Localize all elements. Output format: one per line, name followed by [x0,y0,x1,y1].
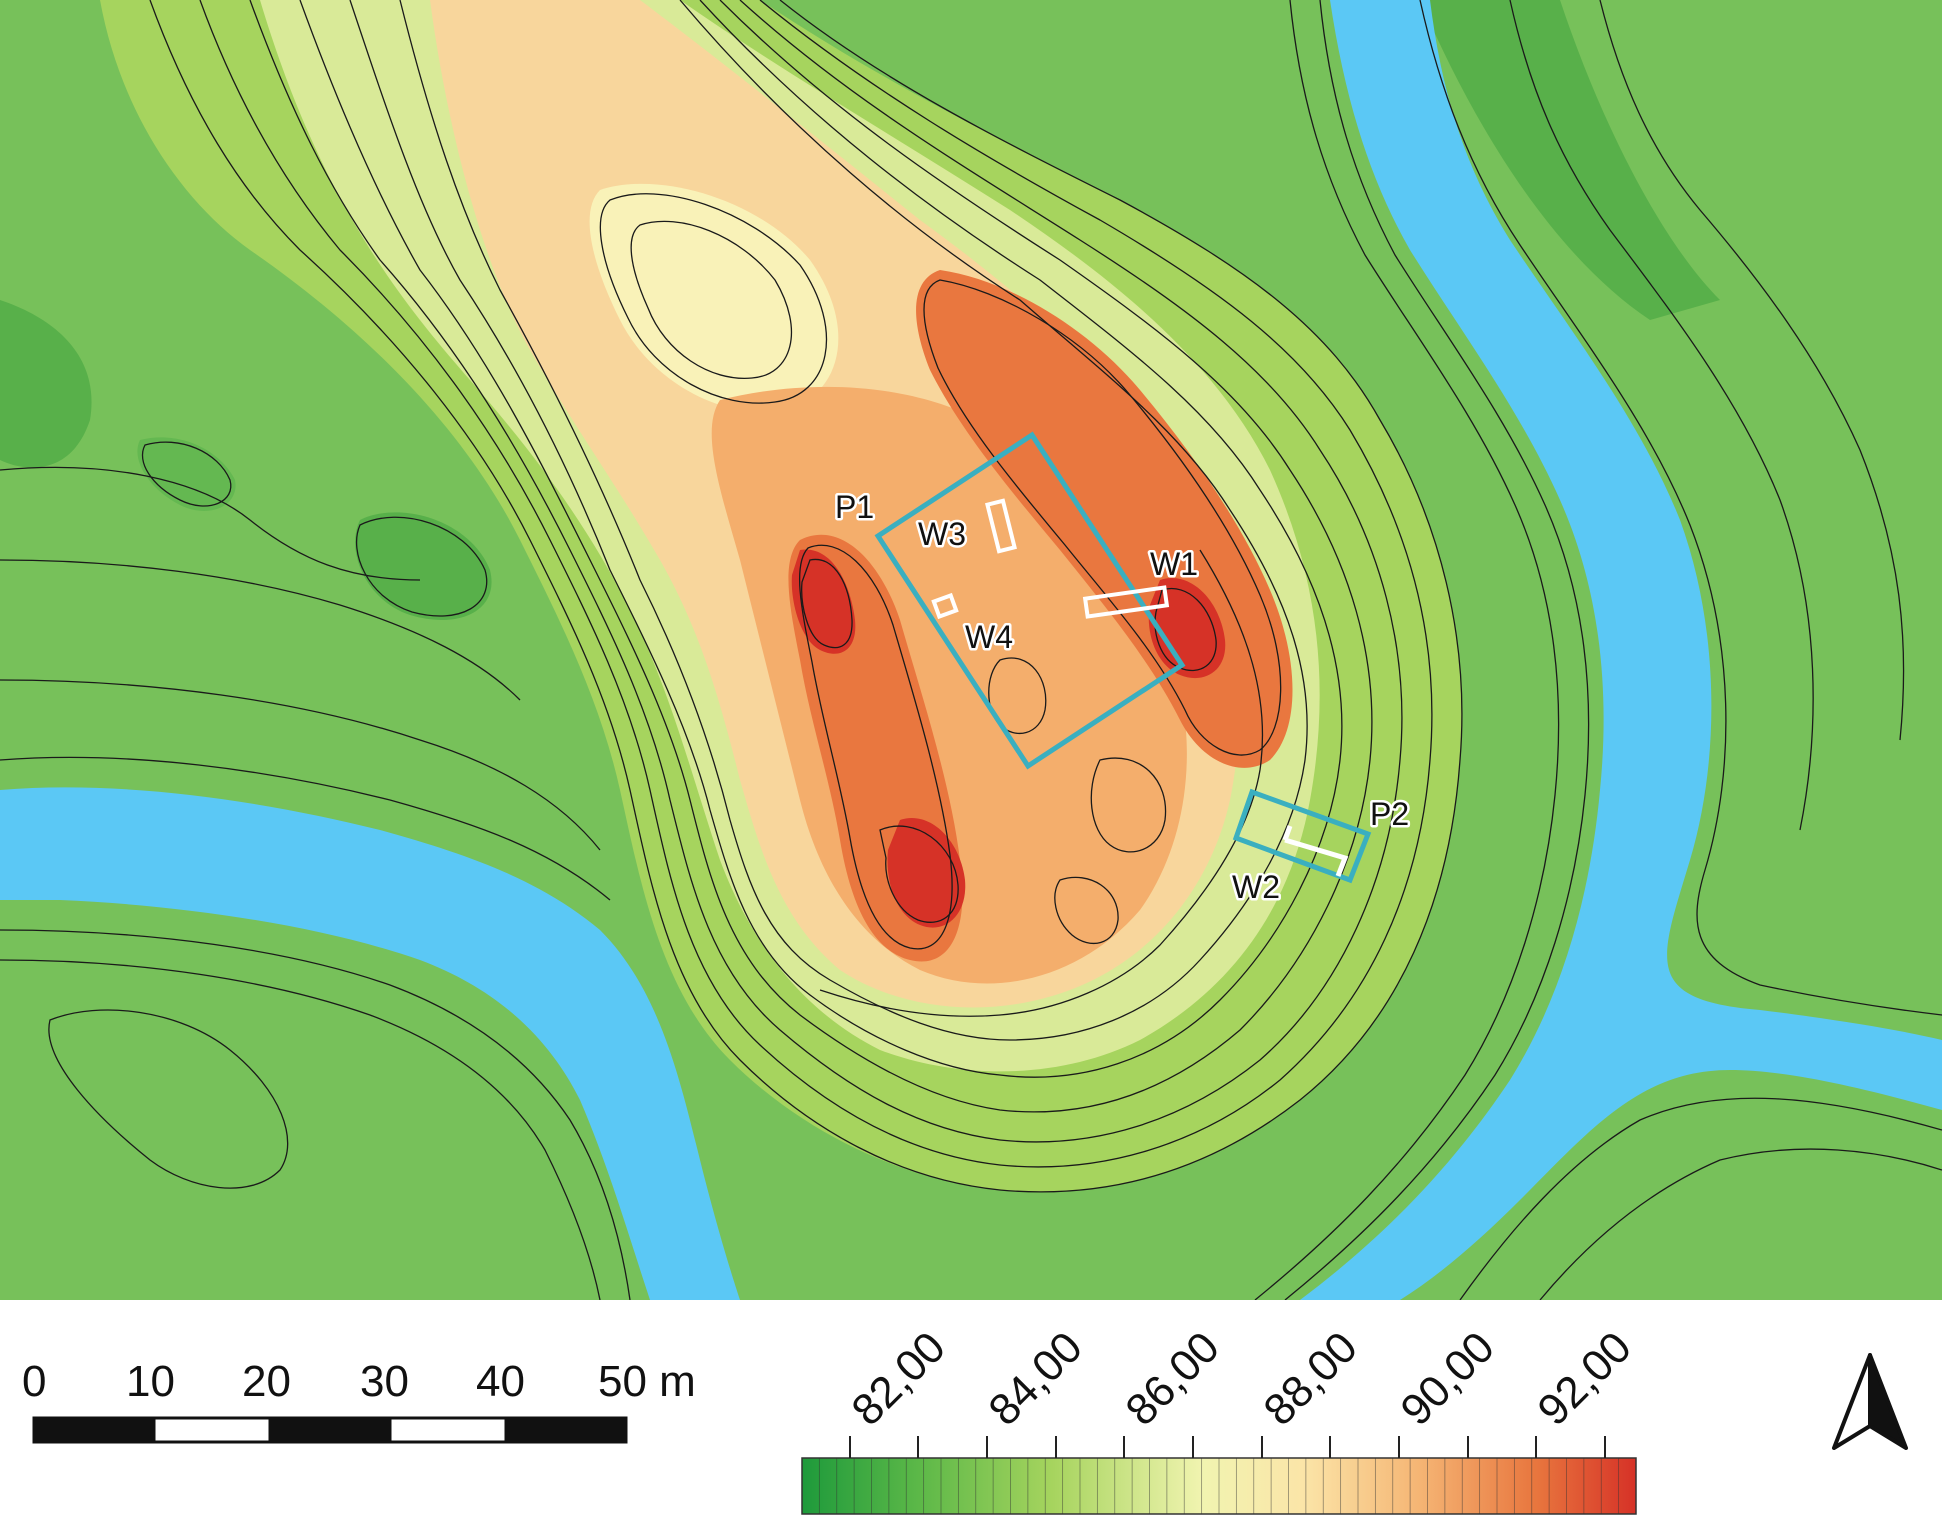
label-w2: W2 [1232,869,1280,905]
survey-areas [874,431,1372,884]
scale-segment [388,1416,508,1444]
elevation-ramp-bands [818,1458,1620,1514]
lowland-depression [355,512,492,620]
area-p2-outline [1232,788,1372,884]
trench-w1-outline [1082,585,1170,619]
label-p1: P1 [835,489,874,525]
peak-west [887,818,966,928]
label-w1: W1 [1150,546,1198,582]
scale-tick-label: 0 [22,1357,46,1406]
trench-w3-outline [985,498,1017,554]
scale-tick-label: 20 [242,1357,291,1406]
river-east [1300,0,1942,1300]
trench-w2-outline [1282,825,1349,877]
hill-crest [589,183,839,412]
river-west [0,787,740,1300]
elevation-ticks [849,1436,1606,1458]
scale-tick-label: 40 [476,1357,525,1406]
area-p1-outline [874,431,1186,770]
lowland-depression [0,300,92,468]
contour-lines [0,0,1942,1300]
label-p2: P2 [1370,796,1409,832]
north-arrow-icon [1832,1353,1908,1450]
scale-segment [504,1416,628,1444]
trench-w4-outline [931,592,959,620]
scale-tick-label: 30 [360,1357,409,1406]
label-w4: W4 [965,619,1013,655]
scale-bar: 0 10 20 30 40 50 m [22,1357,696,1444]
scale-end-label: 50 m [598,1357,696,1406]
scale-segment [32,1416,156,1444]
lowland-strip [1420,0,1720,320]
scale-segment [268,1416,392,1444]
label-w3: W3 [918,516,966,552]
scale-segment [152,1416,272,1444]
map-area: P1 W3 W4 W1 P2 W2 [0,0,1942,1300]
scale-tick-label: 10 [126,1357,175,1406]
